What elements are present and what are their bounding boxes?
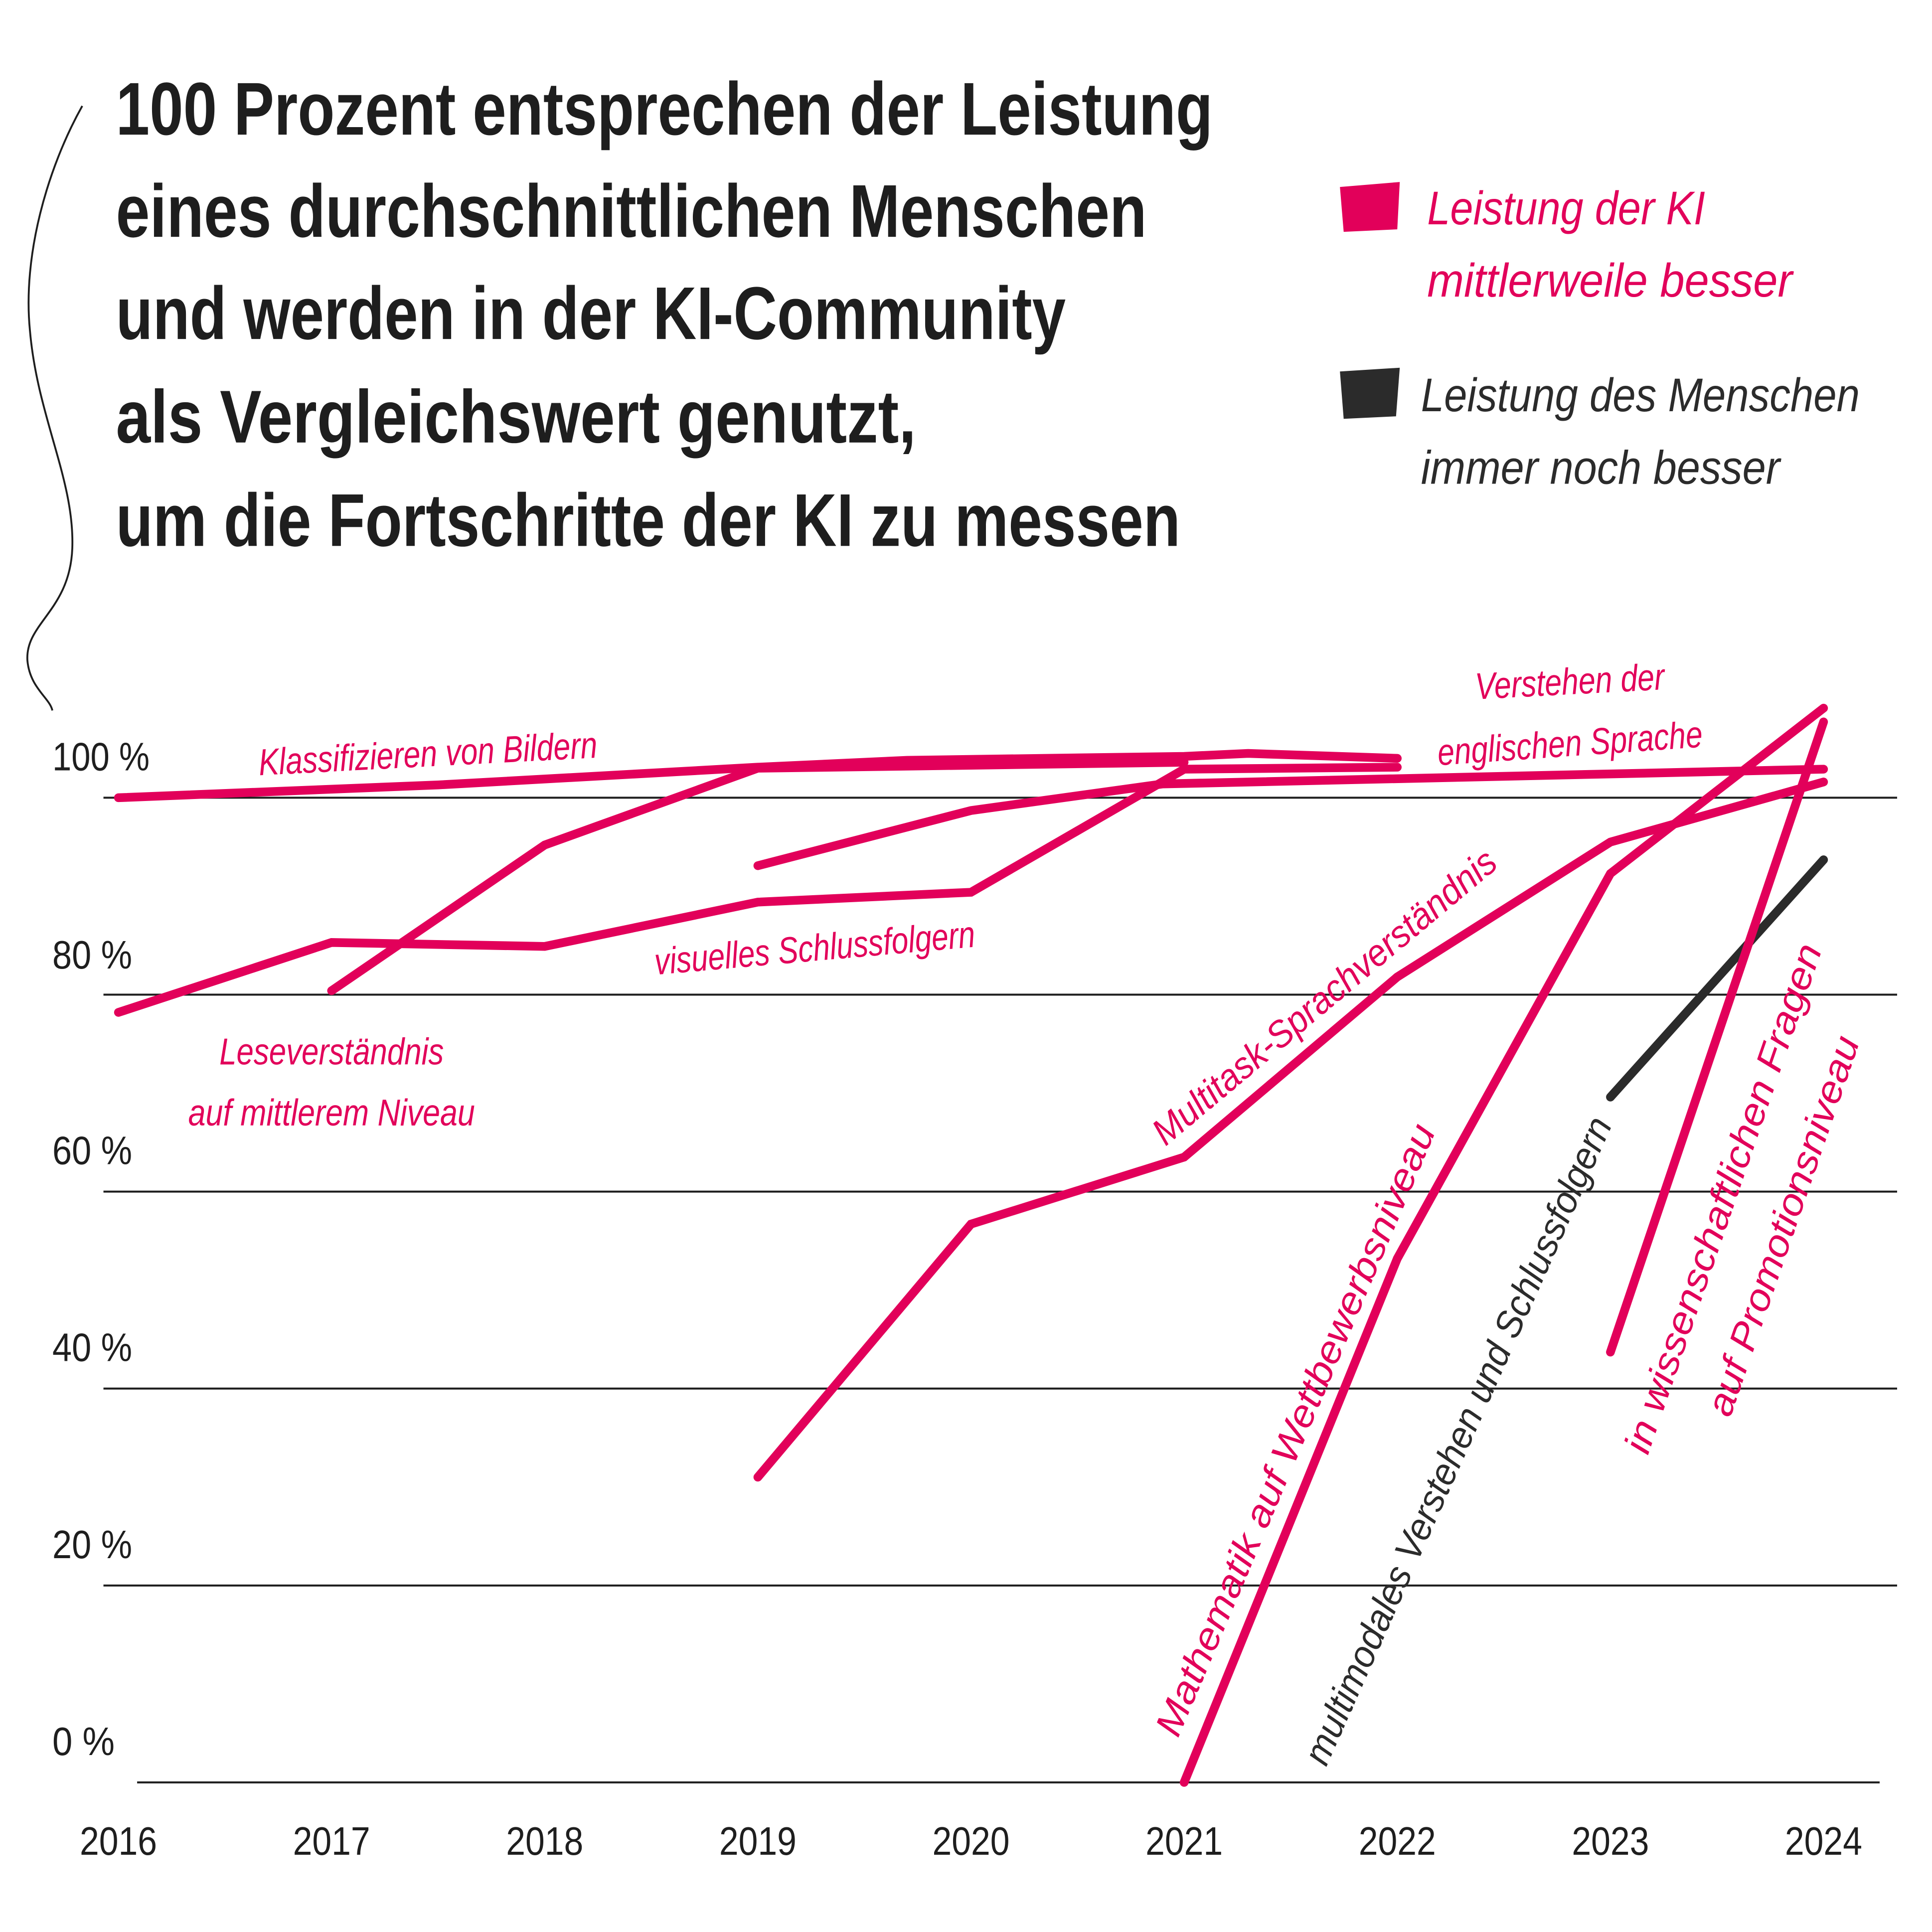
y-tick-label: 40 % <box>52 1325 132 1370</box>
x-tick-label: 2017 <box>293 1819 370 1863</box>
series-label-math: Mathematik auf Wettbewerbsniveau <box>1147 1118 1444 1742</box>
series-line-1 <box>327 758 1189 995</box>
series-label-reading: auf mittlerem Niveau <box>188 1092 475 1133</box>
y-tick-label: 0 % <box>52 1719 115 1764</box>
series-line-4 <box>753 778 1828 1482</box>
x-tick-label: 2022 <box>1359 1819 1436 1863</box>
series-lines <box>114 703 1828 1787</box>
x-tick-label: 2016 <box>80 1819 157 1863</box>
series-label-multitask: Multitask-Sprachverständnis <box>1143 840 1504 1153</box>
y-axis: 0 % 20 % 40 % 60 % 80 % 100 % <box>52 734 150 1764</box>
legend-swatch-ai <box>1340 182 1400 232</box>
series-label-reading: Leseverständnis <box>219 1031 444 1073</box>
series-line-5 <box>1179 703 1828 1787</box>
legend-swatch-human <box>1340 367 1400 419</box>
series-label-english: englischen Sprache <box>1436 713 1704 773</box>
legend-label-ai: Leistung der KI <box>1427 182 1705 235</box>
bracket-line <box>26 105 83 711</box>
title-line: um die Fortschritte der KI zu messen <box>116 478 1181 562</box>
legend-label-human: immer noch besser <box>1421 441 1781 494</box>
series-labels: Klassifizieren von Bildern Leseverständn… <box>188 655 1868 1771</box>
series-line-0 <box>114 749 1402 803</box>
gridlines <box>103 797 1897 1783</box>
title-line: eines durchschnittlichen Menschen <box>116 169 1147 253</box>
title-line: und werden in der KI-Community <box>116 271 1066 355</box>
title-line: 100 Prozent entsprechen der Leistung <box>116 67 1213 151</box>
series-line-6 <box>1606 855 1828 1102</box>
series-label-image-classification: Klassifizieren von Bildern <box>258 724 599 783</box>
legend-label-ai: mittlerweile besser <box>1427 254 1794 307</box>
y-tick-label: 80 % <box>52 933 132 977</box>
series-line-2 <box>114 763 1402 1017</box>
y-tick-label: 20 % <box>52 1522 132 1567</box>
series-line-3 <box>753 765 1828 870</box>
legend-label-human: Leistung des Menschen <box>1421 369 1860 422</box>
series-line-7 <box>1606 717 1828 1357</box>
x-axis: 2016 2017 2018 2019 2020 2021 2022 2023 … <box>80 1819 1862 1863</box>
chart-title: 100 Prozent entsprechen der Leistung ein… <box>116 67 1213 562</box>
series-label-visual-reasoning: visuelles Schlussfolgern <box>652 913 976 983</box>
x-tick-label: 2024 <box>1785 1819 1862 1863</box>
x-tick-label: 2023 <box>1572 1819 1649 1863</box>
series-label-multimodal: multimodales Verstehen und Schlussfolger… <box>1295 1111 1620 1771</box>
x-tick-label: 2020 <box>932 1819 1009 1863</box>
x-tick-label: 2021 <box>1145 1819 1223 1863</box>
y-tick-label: 60 % <box>52 1128 132 1173</box>
x-tick-label: 2019 <box>719 1819 797 1863</box>
legend: Leistung der KI mittlerweile besser Leis… <box>1340 182 1860 494</box>
y-tick-label: 100 % <box>52 734 150 779</box>
title-line: als Vergleichswert genutzt, <box>116 375 916 459</box>
x-tick-label: 2018 <box>506 1819 583 1863</box>
series-label-english: Verstehen der <box>1474 655 1666 707</box>
